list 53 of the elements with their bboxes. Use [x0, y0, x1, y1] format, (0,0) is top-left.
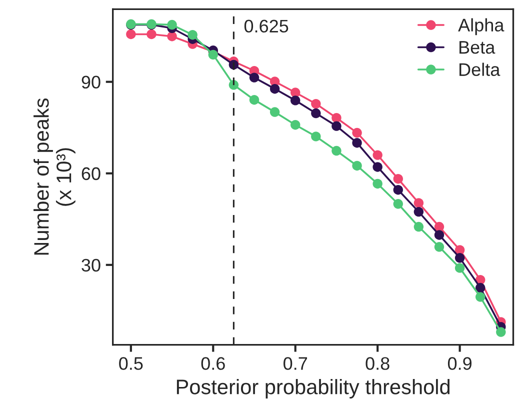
point — [352, 138, 362, 148]
y-axis-title: Number of peaks (x 10³) — [34, 98, 76, 255]
point — [372, 150, 382, 160]
point — [332, 121, 342, 131]
point — [290, 96, 300, 106]
x-tick-label: 0.5 — [119, 357, 143, 370]
point — [270, 84, 280, 94]
point — [270, 107, 280, 117]
point — [372, 178, 382, 189]
point — [126, 29, 136, 40]
point — [311, 108, 321, 118]
point — [496, 327, 506, 337]
x-axis-title: Posterior probability threshold — [176, 379, 450, 398]
legend-label: Beta — [460, 41, 496, 54]
point — [372, 162, 382, 172]
point — [352, 160, 362, 171]
legend-label: Alpha — [458, 18, 504, 36]
y-tick-label: 60 — [82, 167, 100, 180]
point — [434, 230, 444, 240]
x-tick-label: 0.9 — [448, 357, 472, 370]
point — [290, 120, 300, 130]
point — [393, 199, 403, 209]
point — [290, 88, 300, 98]
point — [167, 20, 177, 30]
point — [414, 206, 424, 217]
point — [311, 132, 321, 142]
point — [414, 198, 424, 208]
point — [332, 112, 342, 123]
point — [208, 50, 218, 60]
point — [454, 253, 465, 263]
y-tick-label: 30 — [82, 258, 100, 272]
point — [352, 128, 362, 138]
ref-line-label: 0.625 — [244, 20, 288, 33]
point — [393, 174, 403, 184]
point — [249, 94, 260, 105]
point — [188, 30, 198, 40]
point — [475, 292, 486, 302]
point — [332, 146, 342, 156]
point — [311, 98, 321, 109]
point — [146, 29, 156, 40]
x-tick-label: 0.7 — [284, 357, 308, 370]
point — [475, 282, 486, 293]
point — [249, 72, 260, 82]
x-tick-label: 0.6 — [201, 357, 225, 370]
point — [393, 184, 403, 195]
point — [434, 222, 444, 232]
x-tick-label: 0.8 — [366, 357, 390, 370]
y-tick-label: 90 — [82, 76, 100, 89]
point — [434, 242, 444, 252]
point — [454, 263, 465, 273]
legend-label: Delta — [460, 62, 500, 76]
point — [414, 222, 424, 232]
point — [167, 32, 177, 42]
